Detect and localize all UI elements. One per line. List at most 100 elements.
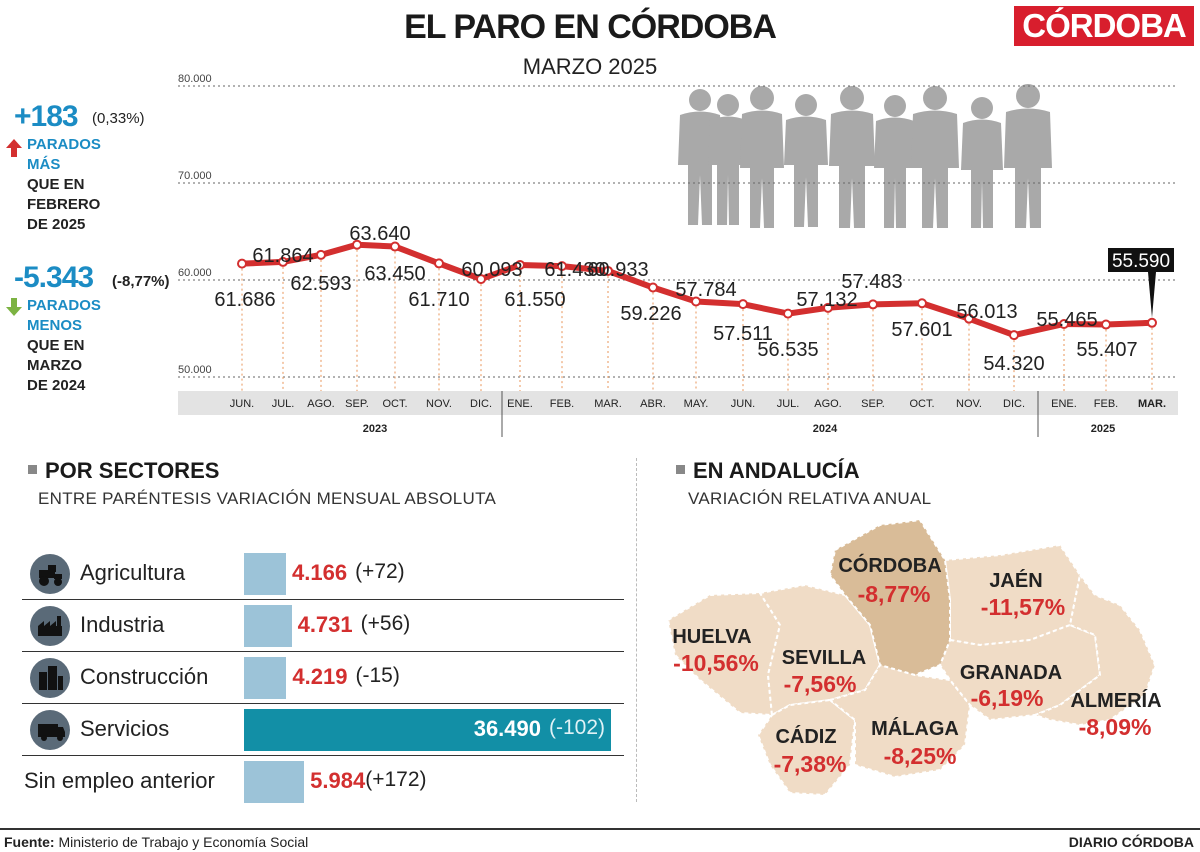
sector-change: (+172) (365, 768, 427, 791)
arrow-up-icon (6, 139, 22, 157)
data-point (476, 274, 486, 285)
sector-name: Servicios (80, 716, 170, 741)
footer-brand: DIARIO CÓRDOBA (1068, 834, 1194, 850)
y-tick-label: 70.000 (178, 170, 212, 182)
page-subtitle: MARZO 2025 (522, 54, 658, 79)
sector-change: (+56) (360, 612, 411, 635)
data-label: 54.320 (983, 353, 1044, 375)
data-point (316, 249, 326, 260)
data-label: 56.013 (956, 301, 1017, 323)
andalucia-subtitle: VARIACIÓN RELATIVA ANUAL (688, 489, 932, 508)
sector-row-agricultura: Agricultura 4.166 (+72) (22, 548, 624, 600)
map-label-jaen-name: JAÉN (989, 569, 1042, 592)
sector-name: Industria (80, 612, 165, 637)
map-label-cadiz-value: -7,38% (774, 751, 847, 777)
data-label: 60.933 (587, 259, 648, 281)
sector-change: (+72) (355, 560, 405, 583)
province-almeria (1032, 572, 1157, 727)
x-tick-label: DIC. (1003, 398, 1025, 410)
data-label: 61.430 (544, 259, 605, 281)
data-point (390, 241, 400, 252)
people-silhouettes (678, 84, 1052, 228)
sector-change: (-102) (548, 716, 605, 739)
data-point (691, 296, 701, 307)
highlight-box (1108, 248, 1174, 272)
x-tick-label: DIC. (470, 398, 492, 410)
sector-bar (244, 553, 286, 595)
year-label: 2024 (813, 423, 838, 435)
kpi-up-value: +183 (14, 100, 79, 133)
sector-row-servicios: Servicios 36.490 (-102) (22, 704, 624, 756)
data-label: 61.686 (214, 289, 275, 311)
x-tick-label: NOV. (426, 398, 452, 410)
sector-bar (244, 605, 292, 647)
buildings-icon (30, 658, 70, 698)
year-label: 2025 (1091, 423, 1115, 435)
line-chart: 50.000 60.000 70.000 80.000 JUN. JUL. AGO. SEP… (178, 73, 1178, 437)
kpi-down-pct: (-8,77%) (112, 273, 170, 290)
map-label-cadiz-name: CÁDIZ (775, 725, 836, 748)
data-point (237, 258, 247, 269)
footer-divider (0, 828, 1200, 830)
province-huelva (666, 591, 782, 717)
x-tick-label: JUN. (731, 398, 755, 410)
map-label-malaga-name: MÁLAGA (871, 717, 959, 740)
x-tick-label: FEB. (1094, 398, 1118, 410)
sectors-subtitle: ENTRE PARÉNTESIS VARIACIÓN MENSUAL ABSOL… (38, 489, 497, 508)
data-point (515, 259, 525, 270)
x-tick-label: JUL. (777, 398, 800, 410)
sector-bar (244, 761, 305, 803)
sector-row-construccion: Construcción 4.219 (-15) (22, 652, 624, 704)
map-label-huelva-value: -10,56% (673, 650, 759, 676)
map-label-huelva-name: HUELVA (672, 626, 751, 648)
province-malaga (827, 663, 972, 779)
tractor-icon (30, 554, 70, 594)
x-tick-label: ENE. (507, 398, 533, 410)
x-tick-label: OCT. (382, 398, 407, 410)
x-axis-band (178, 391, 1178, 415)
x-tick-label: ENE. (1051, 398, 1077, 410)
y-tick-label: 50.000 (178, 364, 212, 376)
map-label-almeria-name: ALMERÍA (1070, 689, 1161, 712)
data-point (1059, 318, 1069, 329)
map-label-granada-name: GRANADA (960, 662, 1062, 684)
data-label: 55.465 (1036, 309, 1097, 331)
data-label: 59.226 (620, 303, 681, 325)
x-tick-label: AGO. (307, 398, 335, 410)
page-title: EL PARO EN CÓRDOBA (404, 8, 777, 46)
sector-value: 5.984 (310, 768, 366, 793)
sector-name: Agricultura (80, 560, 186, 585)
province-cadiz (756, 698, 857, 797)
data-point (1147, 317, 1157, 328)
section-divider (636, 458, 637, 802)
series-line (241, 241, 1153, 339)
data-label: 61.710 (408, 289, 469, 311)
data-label: 61.550 (504, 289, 565, 311)
data-label: 55.407 (1076, 339, 1137, 361)
data-label: 56.535 (757, 339, 818, 361)
sector-bar (244, 657, 287, 699)
year-label: 2023 (363, 423, 387, 435)
data-point (917, 298, 927, 309)
factory-icon (30, 606, 70, 646)
map-label-granada-value: -6,19% (971, 685, 1044, 711)
x-tick-label: SEP. (345, 398, 369, 410)
sector-change: (-15) (355, 664, 400, 687)
x-tick-label: NOV. (956, 398, 982, 410)
kpi-down-label: PARADOS MENOS QUE EN MARZO DE 2024 (27, 297, 101, 394)
y-tick-label: 60.000 (178, 267, 212, 279)
x-tick-label: MAR. (1138, 398, 1166, 410)
data-point (352, 239, 362, 250)
andalucia-title: EN ANDALUCÍA (676, 458, 860, 484)
data-label: 57.511 (713, 323, 773, 345)
sector-value: 4.166 (292, 560, 348, 585)
sector-name: Construcción (80, 664, 209, 689)
data-point (1009, 330, 1019, 341)
data-point (783, 308, 793, 319)
x-tick-label: ABR. (640, 398, 666, 410)
data-point (434, 258, 444, 269)
data-point (823, 302, 833, 313)
x-tick-label: FEB. (550, 398, 574, 410)
x-tick-label: AGO. (814, 398, 842, 410)
data-label: 57.601 (891, 319, 952, 341)
